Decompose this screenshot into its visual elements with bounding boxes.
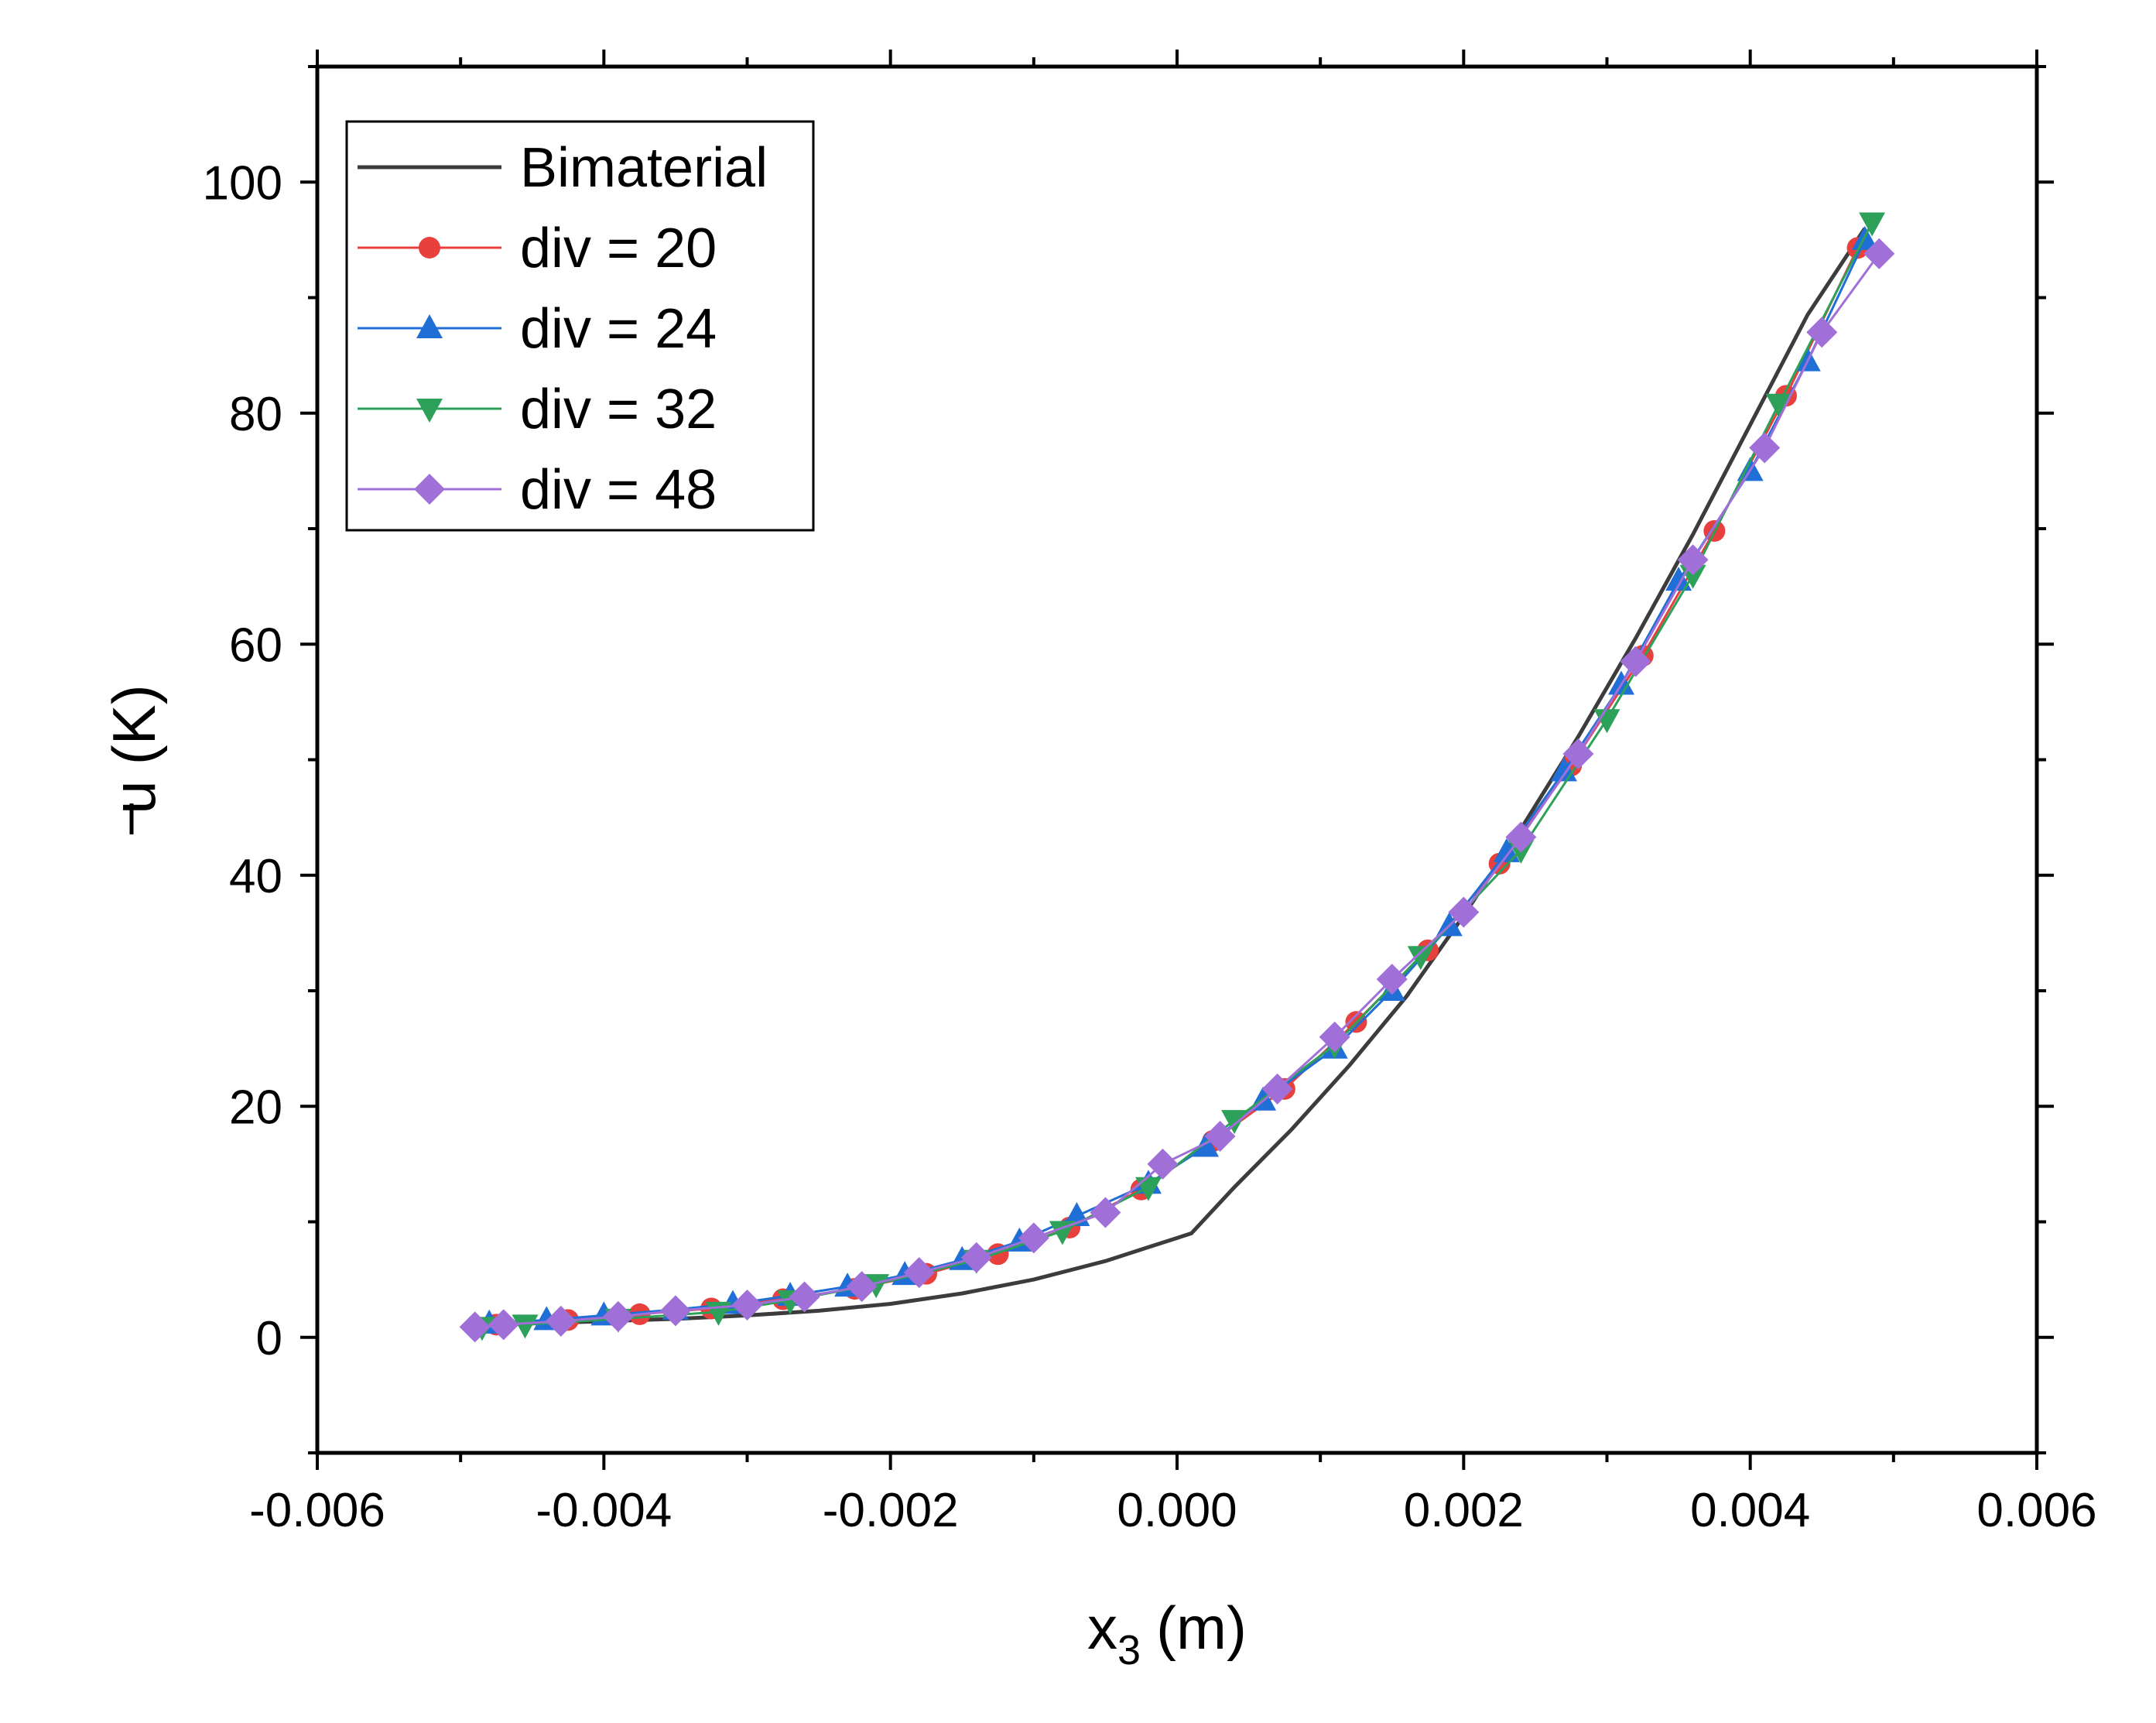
data-point-div-48	[459, 1311, 491, 1343]
legend: Bimaterial div = 20 div = 24 div = 32 div = …	[345, 120, 815, 532]
legend-items: Bimaterial div = 20 div = 24 div = 32 div = …	[358, 137, 768, 521]
data-point-div-48	[1147, 1148, 1179, 1180]
x-axis-title-unit: (m)	[1156, 1594, 1247, 1662]
x-tick-label: -0.004	[536, 1484, 672, 1537]
series-line-bimaterial	[474, 227, 1867, 1328]
x-tick-label: 0.006	[1976, 1484, 2096, 1537]
x-axis-title: x3 (m)	[1087, 1594, 1247, 1673]
data-point-div-32	[1221, 1110, 1248, 1135]
legend-marker-div-48	[414, 474, 445, 505]
x-tick-label: -0.002	[823, 1484, 959, 1537]
data-point-div-48	[1319, 1021, 1350, 1053]
data-point-div-48	[1090, 1197, 1121, 1228]
data-point-div-48	[960, 1242, 992, 1273]
data-point-div-48	[1505, 821, 1537, 853]
data-point-div-48	[545, 1305, 577, 1337]
data-point-div-32	[1407, 946, 1434, 971]
data-point-div-48	[1018, 1222, 1049, 1254]
data-point-div-48	[1376, 964, 1408, 995]
data-point-div-48	[1562, 738, 1594, 770]
data-point-div-24	[1493, 838, 1520, 862]
x-tick-label: 0.004	[1690, 1484, 1810, 1537]
data-point-div-48	[1677, 544, 1709, 576]
data-point-div-32	[1593, 709, 1620, 734]
legend-label-bimaterial: Bimaterial	[520, 137, 768, 199]
ticks: -0.006 -0.004 -0.002 0.000 0.002 0.004 0.006 0 2…	[203, 50, 2097, 1537]
data-point-div-32	[512, 1314, 539, 1339]
y-axis-title: u (K)	[100, 684, 168, 834]
data-point-div-48	[1204, 1121, 1236, 1153]
legend-item-div-48: div = 48	[358, 459, 717, 521]
data-point-div-48	[846, 1271, 878, 1303]
data-point-div-24	[1193, 1132, 1220, 1157]
legend-item-div-20: div = 20	[358, 218, 717, 279]
data-point-div-48	[1448, 896, 1480, 928]
x-axis-title-subscript: 3	[1117, 1627, 1141, 1673]
legend-item-bimaterial: Bimaterial	[358, 137, 768, 199]
data-point-div-48	[789, 1281, 820, 1313]
data-point-div-48	[1261, 1073, 1293, 1105]
y-axis-title-symbol: u	[100, 780, 168, 814]
legend-item-div-32: div = 32	[358, 379, 717, 440]
svg-text:u(K): u (K)	[100, 684, 168, 814]
y-tick-label: 80	[229, 388, 282, 441]
legend-marker-div-24	[416, 314, 443, 338]
data-point-div-32	[1049, 1221, 1076, 1245]
plot-marks	[459, 212, 1895, 1343]
y-tick-label: 100	[203, 156, 282, 210]
data-point-div-48	[903, 1257, 935, 1289]
data-point-div-48	[488, 1309, 519, 1341]
x-tick-label: 0.000	[1117, 1484, 1237, 1537]
x-tick-label: -0.006	[249, 1484, 385, 1537]
series-bimaterial	[474, 227, 1867, 1328]
y-tick-label: 40	[229, 850, 282, 903]
y-tick-label: 60	[229, 618, 282, 672]
y-axis-title-unit: (K)	[100, 684, 168, 765]
data-point-div-48	[1863, 238, 1895, 269]
x-tick-label: 0.002	[1404, 1484, 1524, 1537]
x-axis-title-symbol: x	[1087, 1594, 1117, 1662]
data-point-div-48	[731, 1289, 763, 1321]
data-point-div-48	[602, 1300, 634, 1332]
data-point-div-32	[1859, 212, 1886, 237]
data-point-div-48	[659, 1295, 691, 1327]
data-point-div-24	[1665, 567, 1692, 591]
y-tick-label: 0	[256, 1312, 282, 1365]
y-tick-label: 20	[229, 1081, 282, 1134]
series-div-48	[459, 238, 1895, 1343]
legend-marker-div-20	[419, 237, 440, 259]
data-point-div-48	[1620, 646, 1651, 677]
data-point-div-48	[1806, 317, 1838, 348]
data-point-div-48	[1749, 432, 1781, 464]
legend-marker-div-32	[416, 399, 443, 423]
legend-label-div-48: div = 48	[520, 459, 717, 521]
legend-label-div-20: div = 20	[520, 218, 717, 279]
legend-label-div-24: div = 24	[520, 298, 717, 360]
legend-item-div-24: div = 24	[358, 298, 717, 360]
legend-label-div-32: div = 32	[520, 379, 717, 440]
data-point-div-32	[1765, 393, 1792, 418]
